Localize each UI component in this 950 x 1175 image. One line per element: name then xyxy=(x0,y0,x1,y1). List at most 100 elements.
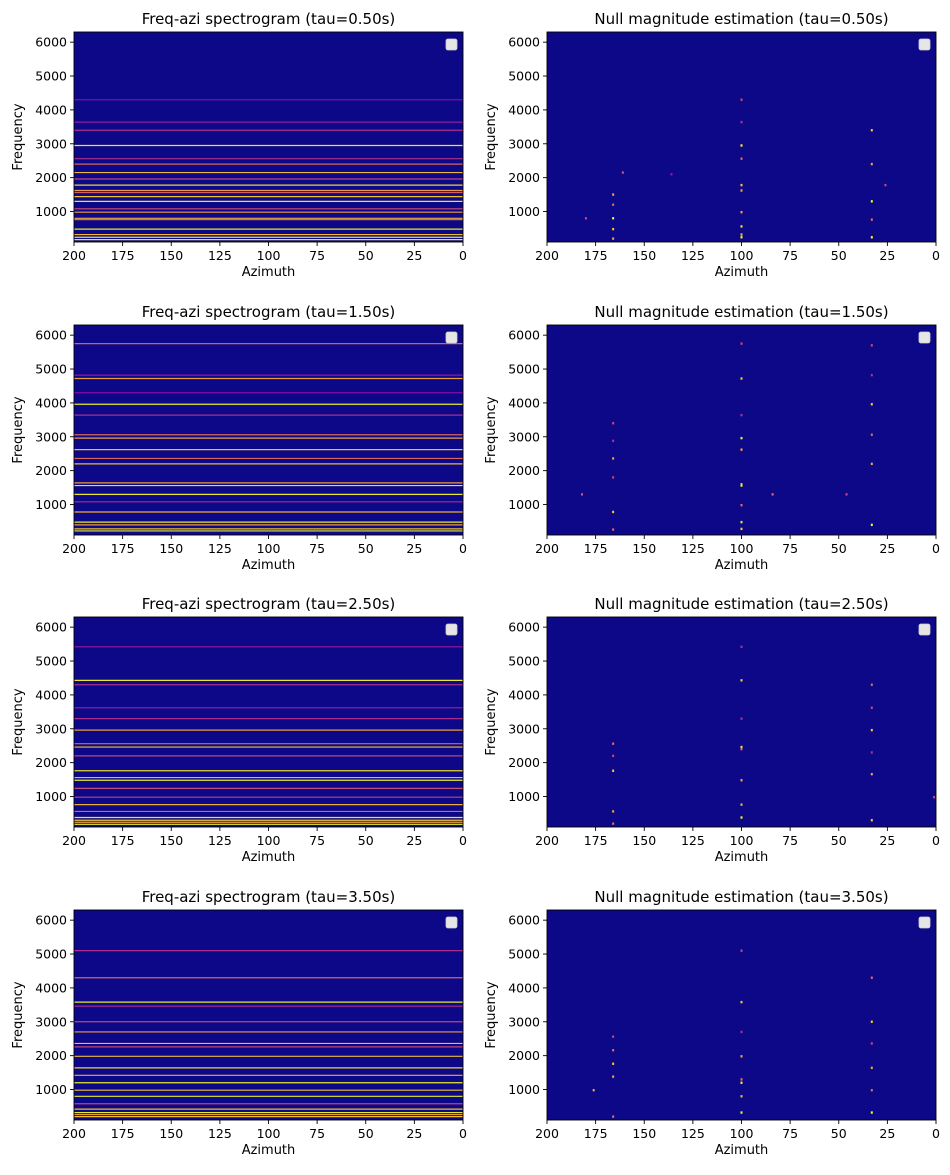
null-point xyxy=(612,237,615,240)
null-point xyxy=(612,754,615,758)
x-tick-label: 150 xyxy=(159,248,183,263)
null-point xyxy=(740,210,743,214)
plot-area xyxy=(74,910,463,1120)
x-tick-label: 25 xyxy=(406,541,422,556)
x-tick-label: 25 xyxy=(879,248,895,263)
null-point xyxy=(870,772,873,776)
legend-box xyxy=(445,916,458,929)
subplot-title: Freq-azi spectrogram (tau=0.50s) xyxy=(142,10,396,28)
x-tick-label: 100 xyxy=(257,1126,281,1141)
y-tick-label: 3000 xyxy=(508,429,540,444)
x-tick-label: 150 xyxy=(159,833,183,848)
x-tick-label: 150 xyxy=(632,248,656,263)
x-tick-label: 75 xyxy=(309,248,325,263)
y-tick-label: 3000 xyxy=(508,721,540,736)
y-tick-label: 5000 xyxy=(508,69,540,84)
null-point xyxy=(870,218,873,221)
null-point xyxy=(612,1062,615,1065)
y-tick-label: 3000 xyxy=(35,136,67,151)
y-tick-label: 3000 xyxy=(508,1014,540,1029)
y-tick-label: 4000 xyxy=(35,687,67,702)
null-point xyxy=(870,819,873,822)
x-tick-label: 50 xyxy=(831,248,847,263)
null-point xyxy=(870,1042,873,1045)
x-tick-label: 25 xyxy=(879,1126,895,1141)
null-point xyxy=(740,1095,743,1098)
x-tick-label: 50 xyxy=(358,541,374,556)
x-tick-label: 75 xyxy=(782,248,798,263)
x-tick-label: 200 xyxy=(535,248,559,263)
x-axis-label: Azimuth xyxy=(242,265,296,280)
x-tick-label: 75 xyxy=(309,1126,325,1141)
x-tick-label: 125 xyxy=(681,1126,705,1141)
x-tick-label: 200 xyxy=(62,541,86,556)
x-tick-label: 50 xyxy=(358,833,374,848)
x-tick-label: 50 xyxy=(831,833,847,848)
x-tick-label: 150 xyxy=(159,541,183,556)
x-tick-label: 25 xyxy=(406,1126,422,1141)
x-tick-label: 150 xyxy=(632,833,656,848)
null-point xyxy=(612,1115,615,1118)
subplot-title: Null magnitude estimation (tau=2.50s) xyxy=(594,595,888,613)
y-axis-label: Frequency xyxy=(484,688,499,755)
x-tick-label: 175 xyxy=(111,1126,135,1141)
subplot-title: Null magnitude estimation (tau=3.50s) xyxy=(594,888,888,906)
y-tick-label: 1000 xyxy=(508,1082,540,1097)
plot-area xyxy=(74,617,463,827)
plot-area xyxy=(74,32,463,242)
null-point xyxy=(740,157,743,160)
subplot-1: 200 175 150 125 100 75 50 25 0 1000 2000 3000 4000 50… xyxy=(484,10,940,280)
x-tick-label: 100 xyxy=(730,248,754,263)
y-tick-label: 5000 xyxy=(35,654,67,669)
null-point xyxy=(740,816,743,819)
x-tick-label: 25 xyxy=(406,833,422,848)
null-point xyxy=(870,976,873,979)
null-point xyxy=(740,745,743,749)
null-point xyxy=(612,457,615,460)
y-tick-label: 1000 xyxy=(508,204,540,219)
x-tick-label: 100 xyxy=(730,1126,754,1141)
y-axis-label: Frequency xyxy=(484,396,499,463)
x-tick-label: 175 xyxy=(584,833,608,848)
x-tick-label: 25 xyxy=(879,833,895,848)
x-axis-label: Azimuth xyxy=(715,850,769,865)
null-point xyxy=(740,1030,743,1034)
subplot-0: 200 175 150 125 100 75 50 25 0 1000 2000 3000 4000 50… xyxy=(11,10,467,280)
x-tick-label: 200 xyxy=(62,248,86,263)
y-axis-label: Frequency xyxy=(11,103,26,170)
x-tick-label: 0 xyxy=(459,248,467,263)
x-tick-label: 0 xyxy=(459,541,467,556)
x-tick-label: 0 xyxy=(932,833,940,848)
null-point xyxy=(740,377,743,380)
x-tick-label: 175 xyxy=(584,248,608,263)
null-point xyxy=(870,200,873,203)
subplot-2: 200 175 150 125 100 75 50 25 0 1000 2000 3000 4000 50… xyxy=(11,303,467,573)
y-axis-label: Frequency xyxy=(11,688,26,755)
y-tick-label: 6000 xyxy=(508,35,540,50)
null-point xyxy=(740,225,743,228)
x-tick-label: 150 xyxy=(159,1126,183,1141)
x-tick-label: 100 xyxy=(257,541,281,556)
x-tick-label: 50 xyxy=(831,1126,847,1141)
subplot-7: 200 175 150 125 100 75 50 25 0 1000 2000 3000 4000 50… xyxy=(484,888,940,1158)
null-point xyxy=(740,520,743,524)
null-point xyxy=(612,769,615,772)
null-point xyxy=(870,373,873,377)
y-tick-label: 1000 xyxy=(508,789,540,804)
x-tick-label: 200 xyxy=(535,833,559,848)
y-axis-label: Frequency xyxy=(484,103,499,170)
null-point xyxy=(612,476,615,479)
x-tick-label: 125 xyxy=(681,541,705,556)
x-tick-label: 75 xyxy=(309,541,325,556)
null-point xyxy=(870,728,873,732)
x-tick-label: 200 xyxy=(535,1126,559,1141)
null-point xyxy=(740,120,743,124)
y-tick-label: 3000 xyxy=(35,1014,67,1029)
x-tick-label: 100 xyxy=(257,833,281,848)
null-point xyxy=(612,422,615,425)
null-point xyxy=(933,795,936,799)
x-tick-label: 125 xyxy=(681,248,705,263)
y-tick-label: 2000 xyxy=(35,463,67,478)
null-point xyxy=(740,144,743,147)
null-point xyxy=(740,236,743,239)
